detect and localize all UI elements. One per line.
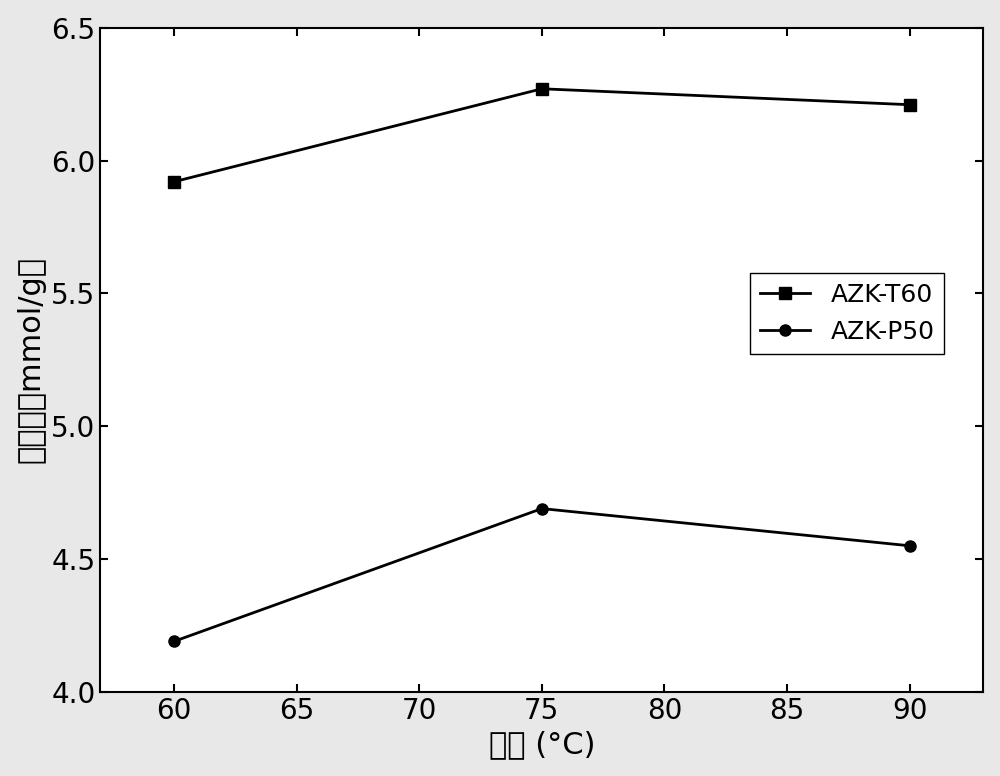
- Y-axis label: 吸附量（mmol/g）: 吸附量（mmol/g）: [17, 256, 46, 463]
- Legend: AZK-T60, AZK-P50: AZK-T60, AZK-P50: [750, 273, 944, 354]
- Line: AZK-P50: AZK-P50: [168, 503, 915, 647]
- AZK-P50: [168, 637, 180, 646]
- AZK-T60: [168, 177, 180, 186]
- AZK-P50: [536, 504, 548, 513]
- AZK-T60: [536, 84, 548, 93]
- X-axis label: 温度 (°C): 温度 (°C): [489, 730, 595, 760]
- AZK-P50: [904, 541, 916, 550]
- AZK-T60: [904, 100, 916, 109]
- Line: AZK-T60: AZK-T60: [168, 83, 915, 187]
